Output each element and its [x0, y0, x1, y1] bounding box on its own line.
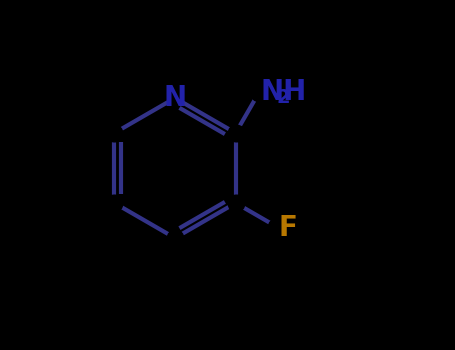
Text: N: N	[163, 84, 187, 112]
Text: 2: 2	[277, 88, 291, 107]
Text: NH: NH	[260, 78, 306, 106]
Text: F: F	[278, 214, 298, 242]
